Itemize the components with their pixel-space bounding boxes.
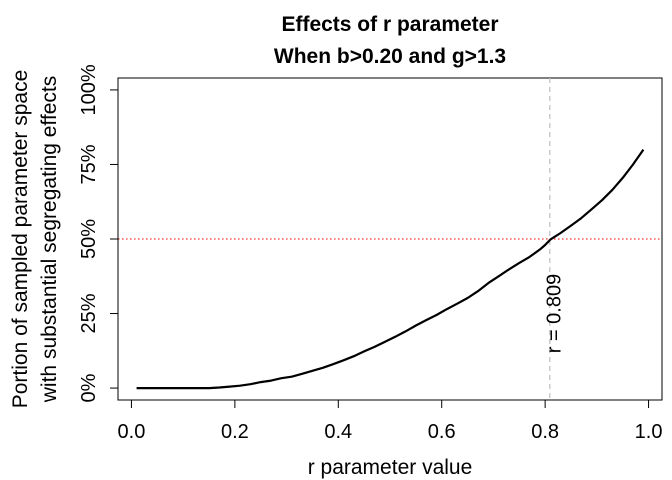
x-tick-label: 0.8: [531, 421, 559, 443]
y-tick-label: 50%: [78, 219, 100, 259]
x-tick-label: 0.0: [118, 421, 146, 443]
x-tick-label: 0.4: [324, 421, 352, 443]
y-tick-label: 75%: [78, 144, 100, 184]
y-tick-label: 100%: [78, 64, 100, 115]
x-tick-label: 0.6: [428, 421, 456, 443]
reference-lines: [118, 78, 662, 400]
threshold-annotation: r = 0.809: [544, 274, 566, 354]
chart-title: Effects of r parameter: [281, 13, 498, 36]
x-axis: 0.0 0.2 0.4 0.6 0.8 1.0: [118, 399, 663, 443]
y-axis-label-line1: Portion of sampled parameter space: [9, 70, 32, 409]
y-axis: 0% 25% 50% 75% 100%: [78, 64, 119, 403]
chart-subtitle: When b>0.20 and g>1.3: [274, 45, 506, 68]
y-tick-label: 0%: [78, 373, 100, 402]
x-tick-label: 0.2: [221, 421, 249, 443]
y-tick-label: 25%: [78, 293, 100, 333]
x-tick-label: 1.0: [635, 421, 663, 443]
series-line: [136, 148, 645, 390]
y-axis-label-line2: with substantial segregating effects: [38, 76, 61, 403]
x-axis-label: r parameter value: [308, 456, 473, 479]
series-layer: [136, 148, 645, 390]
